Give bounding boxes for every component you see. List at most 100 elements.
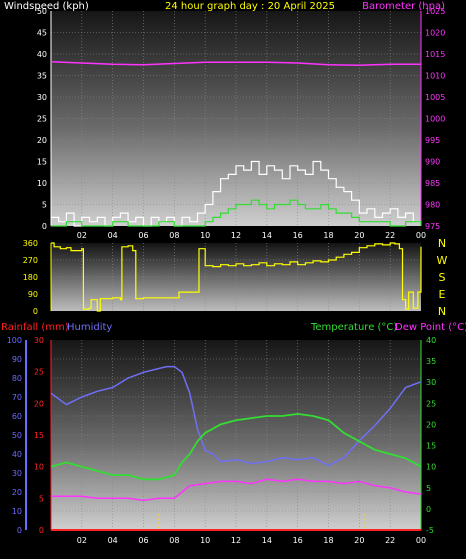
rain-tick-5: 5 [39,494,44,503]
humidity-tick-100: 100 [7,336,22,345]
temp-tick-5: 5 [426,484,431,493]
ytick-1R-1005: 1005 [425,93,445,102]
ytick-1L-40: 40 [37,50,47,59]
humidity-line [50,365,422,467]
ytick-1R-990: 990 [425,158,440,167]
humidity-tick-50: 50 [12,431,22,440]
ytick-1L-10: 10 [37,179,47,188]
ytick-1L-50: 50 [37,7,47,16]
temp-tick-35: 35 [426,357,436,366]
xtick-3-00: 00 [416,536,426,545]
ytick-1L-20: 20 [37,136,47,145]
xtick-1-00: 00 [416,231,426,240]
temp-tick-25: 25 [426,399,436,408]
barometer-axis-title: Barometer (hpa) [362,1,445,12]
temperature-legend: Temperature (°C) [310,322,397,333]
barometer-line [50,60,421,66]
xtick-3-14: 14 [262,536,272,545]
xtick-1-20: 20 [354,231,364,240]
xtick-1-16: 16 [293,231,303,240]
temp-tick--5: -5 [426,526,434,535]
ytick-1R-1010: 1010 [425,72,445,81]
temp-tick-15: 15 [426,442,436,451]
xtick-1-12: 12 [231,231,241,240]
xtick-3-18: 18 [323,536,333,545]
wind-direction-line [51,242,422,312]
temp-tick-0: 0 [426,505,431,514]
gridlines [25,11,422,530]
xtick-1-04: 04 [108,231,118,240]
rain-tick-10: 10 [34,463,44,472]
humidity-tick-0: 0 [17,526,22,535]
dewpoint-legend: Dew Point (°C) [395,322,466,333]
dewpoint-line [51,478,422,502]
windspeed-axis-title: Windspeed (kph) [4,1,89,12]
ytick-1L-35: 35 [37,72,47,81]
rain-tick-15: 15 [34,431,44,440]
ytick-1L-5: 5 [42,201,47,210]
ytick-1L-15: 15 [37,158,47,167]
temp-tick-10: 10 [426,463,436,472]
xtick-3-16: 16 [293,536,303,545]
xtick-3-22: 22 [385,536,395,545]
humidity-tick-60: 60 [12,412,22,421]
wind-gust-line [51,160,421,227]
compass-3-E: E [439,288,446,301]
compass-1-W: W [437,254,448,267]
temperature-line [50,412,422,481]
ytick-1R-1020: 1020 [425,29,445,38]
xtick-1-10: 10 [200,231,210,240]
ytick-1R-995: 995 [425,136,440,145]
xtick-3-06: 06 [138,536,148,545]
xtick-3-02: 02 [77,536,87,545]
ytick-1R-975: 975 [425,222,440,231]
xtick-3-08: 08 [169,536,179,545]
ytick-1R-1000: 1000 [425,115,445,124]
ytick-2L-180: 180 [23,273,38,282]
xtick-3-20: 20 [354,536,364,545]
graph-title: 24 hour graph day : 20 April 2025 [165,1,335,12]
humidity-tick-70: 70 [12,393,22,402]
humidity-tick-90: 90 [12,355,22,364]
xtick-1-14: 14 [262,231,272,240]
tick-labels: 0510152025303540455097598098599099510001… [7,7,448,545]
compass-4-N: N [438,305,446,318]
ytick-1R-1025: 1025 [425,7,445,16]
ytick-1R-980: 980 [425,201,440,210]
xtick-1-06: 06 [138,231,148,240]
ytick-1R-985: 985 [425,179,440,188]
xtick-1-18: 18 [323,231,333,240]
ytick-1R-1015: 1015 [425,50,445,59]
temp-tick-20: 20 [426,420,436,429]
rain-tick-30: 30 [34,336,44,345]
compass-0-N: N [438,237,446,250]
ytick-1L-45: 45 [37,29,47,38]
humidity-legend: Humidity [67,322,112,333]
ytick-2L-90: 90 [28,290,38,299]
humidity-tick-30: 30 [12,469,22,478]
humidity-tick-40: 40 [12,450,22,459]
xtick-3-04: 04 [108,536,118,545]
xtick-1-02: 02 [77,231,87,240]
wind-avg-line [51,199,422,227]
humidity-tick-20: 20 [12,488,22,497]
ytick-2L-270: 270 [23,256,38,265]
ytick-1L-30: 30 [37,93,47,102]
temp-tick-40: 40 [426,336,436,345]
rain-tick-20: 20 [34,399,44,408]
compass-2-S: S [439,271,446,284]
ytick-1L-0: 0 [42,222,47,231]
ytick-2L-360: 360 [23,239,38,248]
rain-tick-0: 0 [39,526,44,535]
humidity-tick-10: 10 [12,507,22,516]
ytick-1L-25: 25 [37,115,47,124]
xtick-1-22: 22 [385,231,395,240]
temp-tick-30: 30 [426,378,436,387]
xtick-3-10: 10 [200,536,210,545]
rainfall-legend: Rainfall (mm) [1,322,69,333]
chart-marks [50,60,422,531]
xtick-1-08: 08 [169,231,179,240]
rain-tick-25: 25 [34,368,44,377]
